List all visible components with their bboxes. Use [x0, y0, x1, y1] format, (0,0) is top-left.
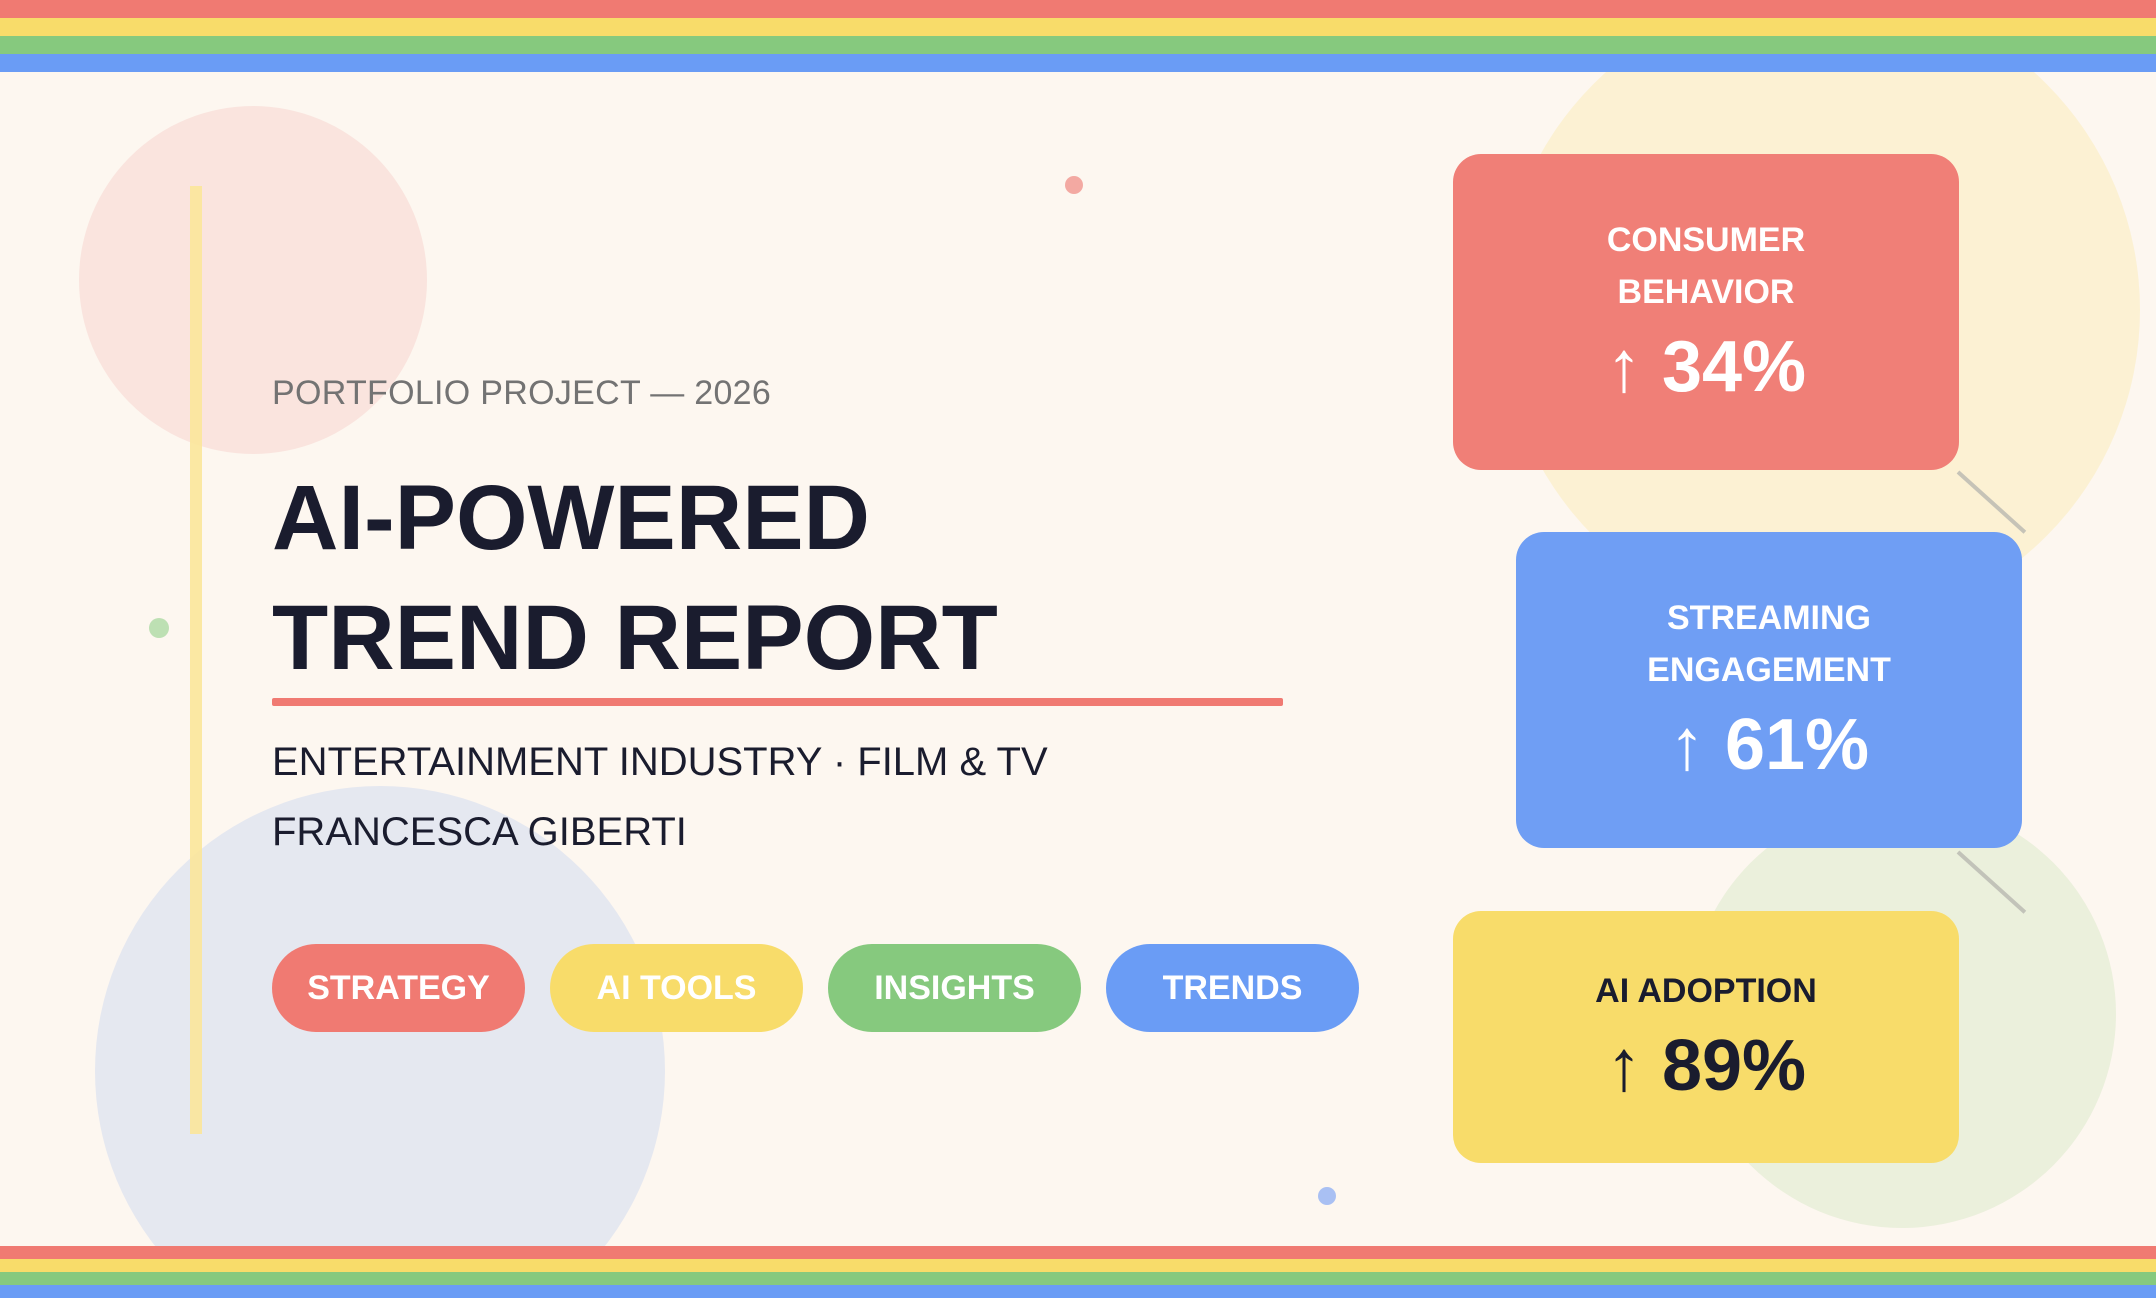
stat-label: STREAMING ENGAGEMENT	[1647, 599, 1891, 689]
stat-value: ↑ 34%	[1606, 324, 1806, 410]
stripe-yellow	[0, 18, 2156, 36]
title-underline	[272, 698, 1283, 706]
stat-percent: 34%	[1661, 327, 1807, 407]
decorative-circle-blue	[95, 786, 665, 1298]
stripe-green	[0, 1272, 2156, 1285]
stat-card-consumer-behavior: CONSUMER BEHAVIOR ↑ 34%	[1453, 154, 1959, 470]
author-name: FRANCESCA GIBERTI	[272, 810, 687, 854]
rainbow-stripes-top	[0, 0, 2156, 72]
stripe-blue	[0, 1285, 2156, 1298]
tag-ai-tools: AI TOOLS	[550, 944, 803, 1032]
stripe-yellow	[0, 1259, 2156, 1272]
tag-trends: TRENDS	[1106, 944, 1359, 1032]
stat-percent: 89%	[1661, 1026, 1807, 1106]
stat-label: CONSUMER BEHAVIOR	[1606, 221, 1806, 311]
rainbow-stripes-bottom	[0, 1246, 2156, 1298]
title-line-1: AI-POWERED	[272, 467, 870, 569]
stat-card-ai-adoption: AI ADOPTION ↑ 89%	[1453, 911, 1959, 1163]
decorative-dot-red	[1065, 176, 1083, 194]
industry-text: ENTERTAINMENT INDUSTRY · FILM & TV	[272, 740, 1048, 784]
stripe-red	[0, 1246, 2156, 1259]
stat-value: ↑ 61%	[1669, 702, 1869, 788]
decorative-dot-blue	[1318, 1187, 1336, 1205]
stat-label: AI ADOPTION	[1595, 972, 1817, 1010]
accent-vertical-line	[190, 186, 202, 1134]
title-line-2: TREND REPORT	[272, 587, 998, 689]
stat-card-streaming-engagement: STREAMING ENGAGEMENT ↑ 61%	[1516, 532, 2022, 848]
page-title: AI-POWERED TREND REPORT	[272, 458, 998, 698]
arrow-up-icon: ↑	[1605, 1026, 1642, 1106]
arrow-up-icon: ↑	[1605, 327, 1642, 407]
decorative-dot-green	[149, 618, 169, 638]
stripe-red	[0, 0, 2156, 18]
stripe-green	[0, 36, 2156, 54]
eyebrow-text: PORTFOLIO PROJECT — 2026	[272, 374, 772, 412]
arrow-up-icon: ↑	[1668, 705, 1705, 785]
decorative-circle-pink	[79, 106, 427, 454]
stat-percent: 61%	[1724, 705, 1870, 785]
stat-value: ↑ 89%	[1606, 1023, 1806, 1109]
tag-strategy: STRATEGY	[272, 944, 525, 1032]
tag-insights: INSIGHTS	[828, 944, 1081, 1032]
stripe-blue	[0, 54, 2156, 72]
